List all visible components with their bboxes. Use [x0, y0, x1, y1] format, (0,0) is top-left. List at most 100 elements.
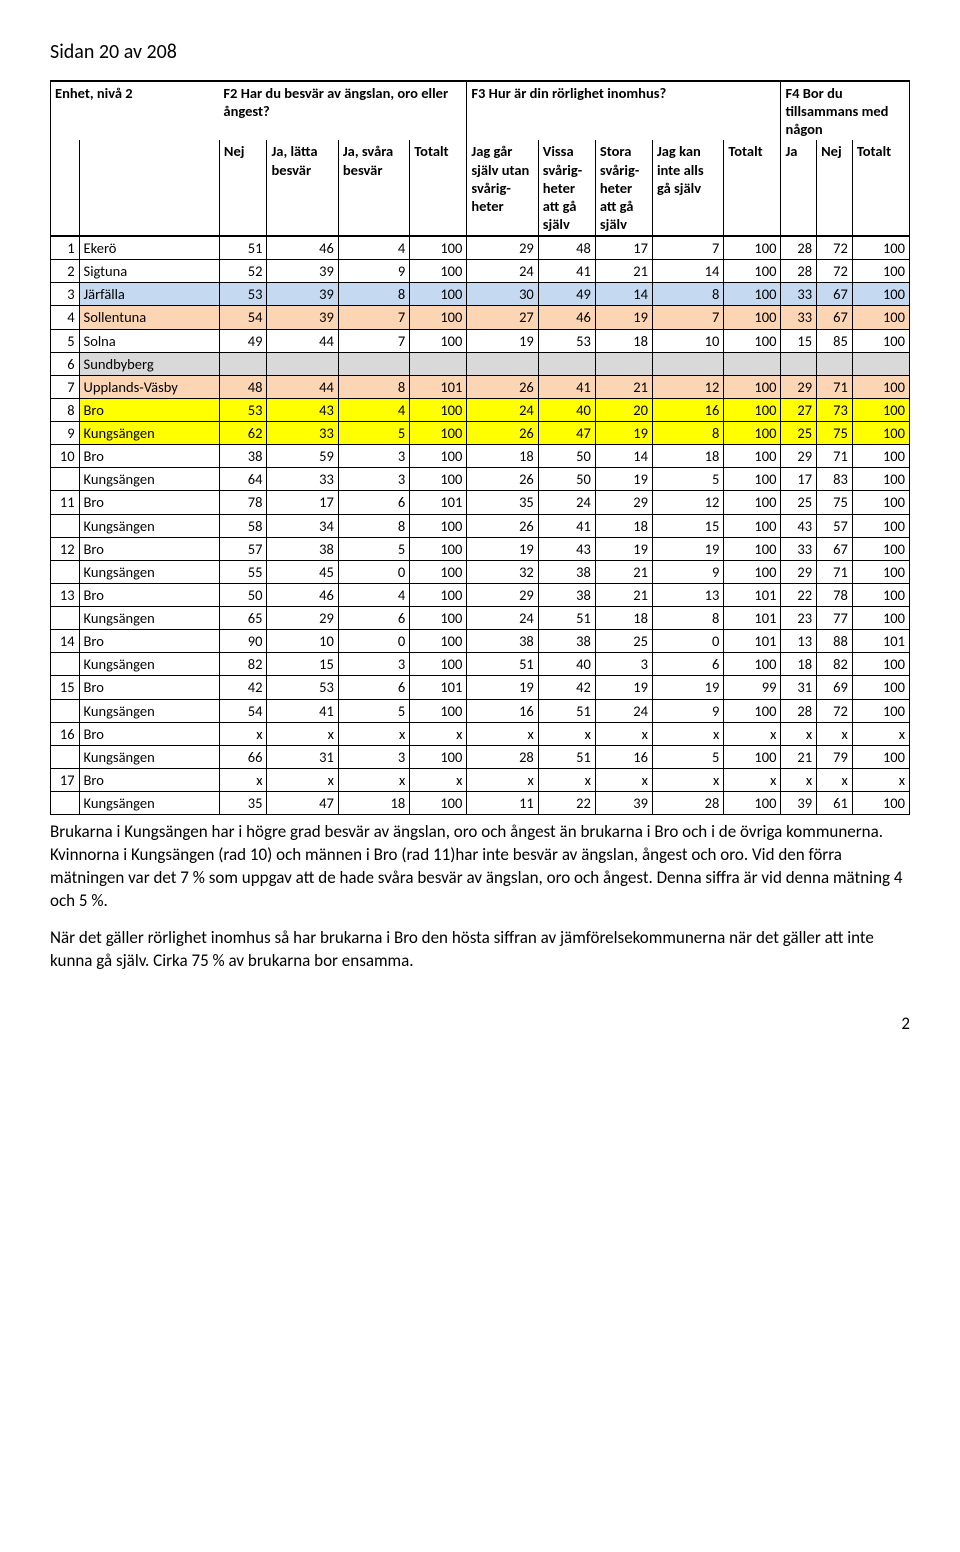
data-cell: 42 — [538, 676, 595, 699]
data-cell: 9 — [338, 260, 409, 283]
data-cell: 85 — [817, 329, 853, 352]
row-index: 8 — [51, 398, 80, 421]
data-cell: x — [852, 722, 909, 745]
row-index: 17 — [51, 768, 80, 791]
sub-gar: Jag går själv utan svårig-heter — [467, 140, 538, 236]
data-cell: x — [724, 722, 781, 745]
table-row: 16Broxxxxxxxxxxxx — [51, 722, 910, 745]
data-cell: 19 — [467, 329, 538, 352]
data-cell: 72 — [817, 260, 853, 283]
data-cell: x — [781, 722, 817, 745]
data-cell: 53 — [219, 398, 267, 421]
data-cell: 15 — [781, 329, 817, 352]
row-index — [51, 607, 80, 630]
data-cell: x — [538, 722, 595, 745]
hdr-q2: F2 Har du besvär av ängslan, oro eller å… — [219, 81, 466, 140]
data-cell: 24 — [467, 398, 538, 421]
data-cell: 12 — [652, 375, 723, 398]
hdr-unit: Enhet, nivå 2 — [51, 81, 220, 140]
data-cell: 32 — [467, 560, 538, 583]
data-cell: 29 — [267, 607, 338, 630]
row-name: Kungsängen — [79, 468, 219, 491]
row-index: 6 — [51, 352, 80, 375]
data-cell: 47 — [267, 792, 338, 815]
row-index — [51, 653, 80, 676]
data-cell: x — [467, 768, 538, 791]
data-cell: 100 — [852, 607, 909, 630]
data-cell: 39 — [267, 260, 338, 283]
data-cell: 28 — [781, 260, 817, 283]
data-cell: 100 — [724, 491, 781, 514]
data-cell: 67 — [817, 306, 853, 329]
data-cell: 65 — [219, 607, 267, 630]
data-cell: 71 — [817, 445, 853, 468]
data-cell: 100 — [852, 583, 909, 606]
data-cell: 51 — [219, 236, 267, 260]
data-cell — [852, 352, 909, 375]
data-cell: 43 — [781, 514, 817, 537]
data-cell: 6 — [338, 607, 409, 630]
data-cell: 72 — [817, 699, 853, 722]
data-cell: 4 — [338, 236, 409, 260]
data-cell: 72 — [817, 236, 853, 260]
data-cell: 100 — [724, 283, 781, 306]
row-index: 12 — [51, 537, 80, 560]
data-cell: 101 — [724, 607, 781, 630]
data-cell: 82 — [219, 653, 267, 676]
data-cell: 100 — [852, 306, 909, 329]
data-cell: 100 — [852, 653, 909, 676]
data-cell: 8 — [652, 422, 723, 445]
data-cell — [467, 352, 538, 375]
row-name: Kungsängen — [79, 607, 219, 630]
data-cell: 3 — [338, 745, 409, 768]
data-table: Enhet, nivå 2 F2 Har du besvär av ängsla… — [50, 80, 910, 815]
data-cell: 33 — [267, 422, 338, 445]
hdr-q3: F3 Hur är din rörlighet inomhus? — [467, 81, 781, 140]
data-cell: 16 — [652, 398, 723, 421]
table-row: Kungsängen5441510016512491002872100 — [51, 699, 910, 722]
data-cell: 77 — [817, 607, 853, 630]
data-cell: 100 — [724, 560, 781, 583]
row-index: 2 — [51, 260, 80, 283]
data-cell: 100 — [724, 398, 781, 421]
data-cell: 100 — [410, 607, 467, 630]
data-cell: 100 — [410, 537, 467, 560]
data-cell: x — [338, 768, 409, 791]
data-cell: 69 — [817, 676, 853, 699]
data-cell: 38 — [538, 583, 595, 606]
table-row: 14Bro9010010038382501011388101 — [51, 630, 910, 653]
data-cell: 14 — [595, 445, 652, 468]
row-index: 7 — [51, 375, 80, 398]
data-cell — [724, 352, 781, 375]
data-cell: x — [817, 768, 853, 791]
data-cell: 100 — [410, 283, 467, 306]
data-cell — [338, 352, 409, 375]
data-cell: 19 — [467, 676, 538, 699]
sub-vissa: Vissa svårig-heter att gå själv — [538, 140, 595, 236]
row-name: Upplands-Väsby — [79, 375, 219, 398]
data-cell: x — [652, 768, 723, 791]
data-cell: 67 — [817, 283, 853, 306]
data-cell: 100 — [724, 329, 781, 352]
data-cell — [267, 352, 338, 375]
data-cell: 75 — [817, 422, 853, 445]
data-cell: 101 — [724, 583, 781, 606]
data-cell: 28 — [781, 236, 817, 260]
data-cell: 44 — [267, 375, 338, 398]
data-cell: 100 — [852, 445, 909, 468]
data-cell: 83 — [817, 468, 853, 491]
data-cell: x — [538, 768, 595, 791]
data-cell: 55 — [219, 560, 267, 583]
data-cell: 15 — [652, 514, 723, 537]
data-cell: 61 — [817, 792, 853, 815]
row-name: Sundbyberg — [79, 352, 219, 375]
data-cell: 21 — [595, 560, 652, 583]
data-cell: 51 — [538, 745, 595, 768]
data-cell: 51 — [467, 653, 538, 676]
data-cell: 3 — [338, 468, 409, 491]
row-index: 9 — [51, 422, 80, 445]
sub-stora: Stora svårig-heter att gå själv — [595, 140, 652, 236]
data-cell: 19 — [595, 537, 652, 560]
data-cell: x — [595, 768, 652, 791]
data-cell: 38 — [219, 445, 267, 468]
